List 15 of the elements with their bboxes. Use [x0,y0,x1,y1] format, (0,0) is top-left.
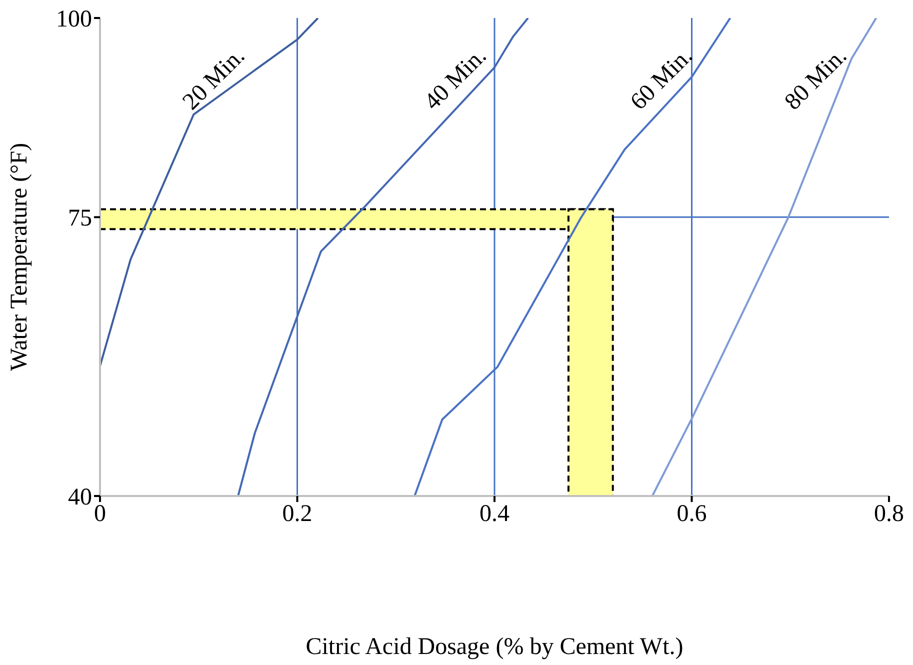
y-tick-label: 100 [56,6,92,33]
text: 60 Min. [626,43,698,116]
x-tick-label: 0.2 [282,501,312,528]
x-tick-label: 0.6 [676,501,707,528]
text: 20 Min. [178,43,250,116]
x-tick-label: 0.8 [874,501,904,528]
x-axis-title: Citric Acid Dosage (% by Cement Wt.) [306,634,684,660]
y-tick-label: 75 [68,206,92,232]
text: 40 Min. [420,43,492,116]
y-tick-label: 40 [68,484,92,511]
y-axis-title: Water Temperature (°F) [6,142,33,372]
line-series [100,18,319,368]
x-tick-label: 0 [94,501,106,528]
x-tick-label: 0.4 [480,501,510,528]
text: 80 Min. [780,43,852,116]
